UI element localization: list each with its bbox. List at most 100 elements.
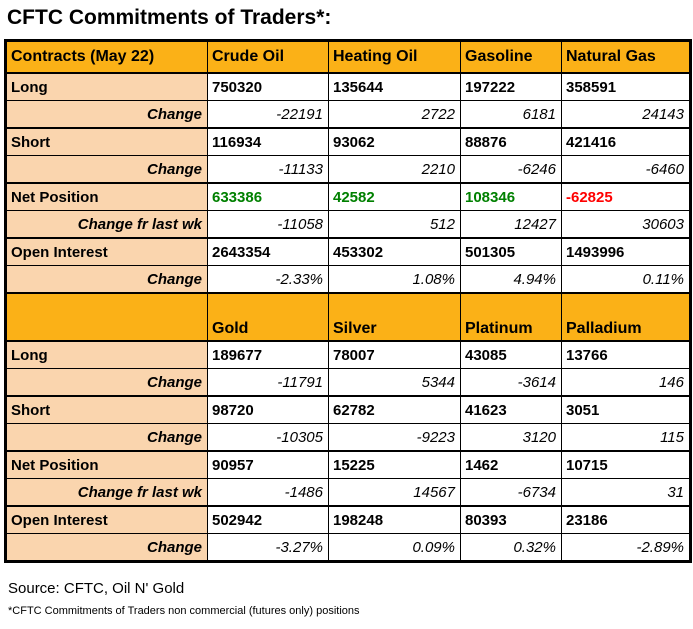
- table-row: Change -11133 2210 -6246 -6460: [5, 155, 691, 184]
- table-row: Change fr last wk -1486 14567 -6734 31: [5, 478, 691, 507]
- row-label: Change: [5, 265, 208, 294]
- value-cell: 198248: [328, 505, 461, 534]
- row-label: Open Interest: [5, 237, 208, 266]
- value-cell: -2.33%: [207, 265, 329, 294]
- table-row: Change -11791 5344 -3614 146: [5, 368, 691, 397]
- table-row: Short 98720 62782 41623 3051: [5, 395, 691, 424]
- value-cell: 1.08%: [328, 265, 461, 294]
- net-position-row: Net Position 633386 42582 108346 -62825: [5, 182, 691, 211]
- row-label: Change fr last wk: [5, 478, 208, 507]
- table-row: Change -22191 2722 6181 24143: [5, 100, 691, 129]
- table-row: Long 189677 78007 43085 13766: [5, 340, 691, 369]
- row-label: Short: [5, 127, 208, 156]
- value-cell: 31: [561, 478, 691, 507]
- row-label: Change: [5, 100, 208, 129]
- row-label: Open Interest: [5, 505, 208, 534]
- row-label: Change: [5, 533, 208, 563]
- energy-header-row: Contracts (May 22) Crude Oil Heating Oil…: [5, 40, 691, 74]
- value-cell: 2210: [328, 155, 461, 184]
- source-line: Source: CFTC, Oil N' Gold: [8, 580, 185, 597]
- value-cell: -22191: [207, 100, 329, 129]
- value-cell: 42582: [328, 182, 461, 211]
- footnote-line: *CFTC Commitments of Traders non commerc…: [8, 605, 360, 617]
- value-cell: 0.11%: [561, 265, 691, 294]
- row-label: Change: [5, 423, 208, 452]
- value-cell: 14567: [328, 478, 461, 507]
- column-header: Crude Oil: [207, 40, 329, 74]
- value-cell: 30603: [561, 210, 691, 239]
- column-header: Gasoline: [460, 40, 562, 74]
- row-label: Short: [5, 395, 208, 424]
- value-cell: 0.09%: [328, 533, 461, 563]
- value-cell: -6734: [460, 478, 562, 507]
- column-header: Heating Oil: [328, 40, 461, 74]
- value-cell: 146: [561, 368, 691, 397]
- value-cell: -1486: [207, 478, 329, 507]
- value-cell: -6460: [561, 155, 691, 184]
- value-cell: -3614: [460, 368, 562, 397]
- value-cell: 41623: [460, 395, 562, 424]
- row-label: Net Position: [5, 450, 208, 479]
- row-label: Change: [5, 155, 208, 184]
- value-cell: 2722: [328, 100, 461, 129]
- value-cell: -10305: [207, 423, 329, 452]
- value-cell: -62825: [561, 182, 691, 211]
- table-row: Change -2.33% 1.08% 4.94% 0.11%: [5, 265, 691, 294]
- value-cell: -9223: [328, 423, 461, 452]
- value-cell: 6181: [460, 100, 562, 129]
- column-header: Silver: [328, 292, 461, 342]
- value-cell: 3120: [460, 423, 562, 452]
- value-cell: -2.89%: [561, 533, 691, 563]
- value-cell: 750320: [207, 72, 329, 101]
- row-label: Long: [5, 72, 208, 101]
- value-cell: 135644: [328, 72, 461, 101]
- value-cell: 43085: [460, 340, 562, 369]
- column-header: [5, 292, 208, 342]
- value-cell: 78007: [328, 340, 461, 369]
- table-row: Short 116934 93062 88876 421416: [5, 127, 691, 156]
- value-cell: 15225: [328, 450, 461, 479]
- value-cell: 1462: [460, 450, 562, 479]
- value-cell: 98720: [207, 395, 329, 424]
- value-cell: 108346: [460, 182, 562, 211]
- value-cell: 13766: [561, 340, 691, 369]
- value-cell: 453302: [328, 237, 461, 266]
- net-position-row: Net Position 90957 15225 1462 10715: [5, 450, 691, 479]
- row-label: Long: [5, 340, 208, 369]
- table-row: Open Interest 2643354 453302 501305 1493…: [5, 237, 691, 266]
- cot-table: Contracts (May 22) Crude Oil Heating Oil…: [4, 39, 692, 563]
- value-cell: 5344: [328, 368, 461, 397]
- column-header: Gold: [207, 292, 329, 342]
- row-label: Net Position: [5, 182, 208, 211]
- value-cell: 80393: [460, 505, 562, 534]
- column-header: Platinum: [460, 292, 562, 342]
- value-cell: 62782: [328, 395, 461, 424]
- value-cell: 512: [328, 210, 461, 239]
- value-cell: 24143: [561, 100, 691, 129]
- table-row: Change -3.27% 0.09% 0.32% -2.89%: [5, 533, 691, 563]
- value-cell: 93062: [328, 127, 461, 156]
- value-cell: 116934: [207, 127, 329, 156]
- value-cell: -11791: [207, 368, 329, 397]
- value-cell: 0.32%: [460, 533, 562, 563]
- value-cell: -11133: [207, 155, 329, 184]
- table-row: Long 750320 135644 197222 358591: [5, 72, 691, 101]
- value-cell: -3.27%: [207, 533, 329, 563]
- metals-header-row: Gold Silver Platinum Palladium: [5, 292, 691, 342]
- row-label: Change: [5, 368, 208, 397]
- table-row: Change -10305 -9223 3120 115: [5, 423, 691, 452]
- table-row: Change fr last wk -11058 512 12427 30603: [5, 210, 691, 239]
- value-cell: 189677: [207, 340, 329, 369]
- value-cell: 502942: [207, 505, 329, 534]
- column-header: Natural Gas: [561, 40, 691, 74]
- value-cell: 2643354: [207, 237, 329, 266]
- value-cell: 23186: [561, 505, 691, 534]
- value-cell: 501305: [460, 237, 562, 266]
- value-cell: 358591: [561, 72, 691, 101]
- table-row: Open Interest 502942 198248 80393 23186: [5, 505, 691, 534]
- value-cell: 633386: [207, 182, 329, 211]
- value-cell: 12427: [460, 210, 562, 239]
- value-cell: 88876: [460, 127, 562, 156]
- value-cell: 3051: [561, 395, 691, 424]
- column-header: Palladium: [561, 292, 691, 342]
